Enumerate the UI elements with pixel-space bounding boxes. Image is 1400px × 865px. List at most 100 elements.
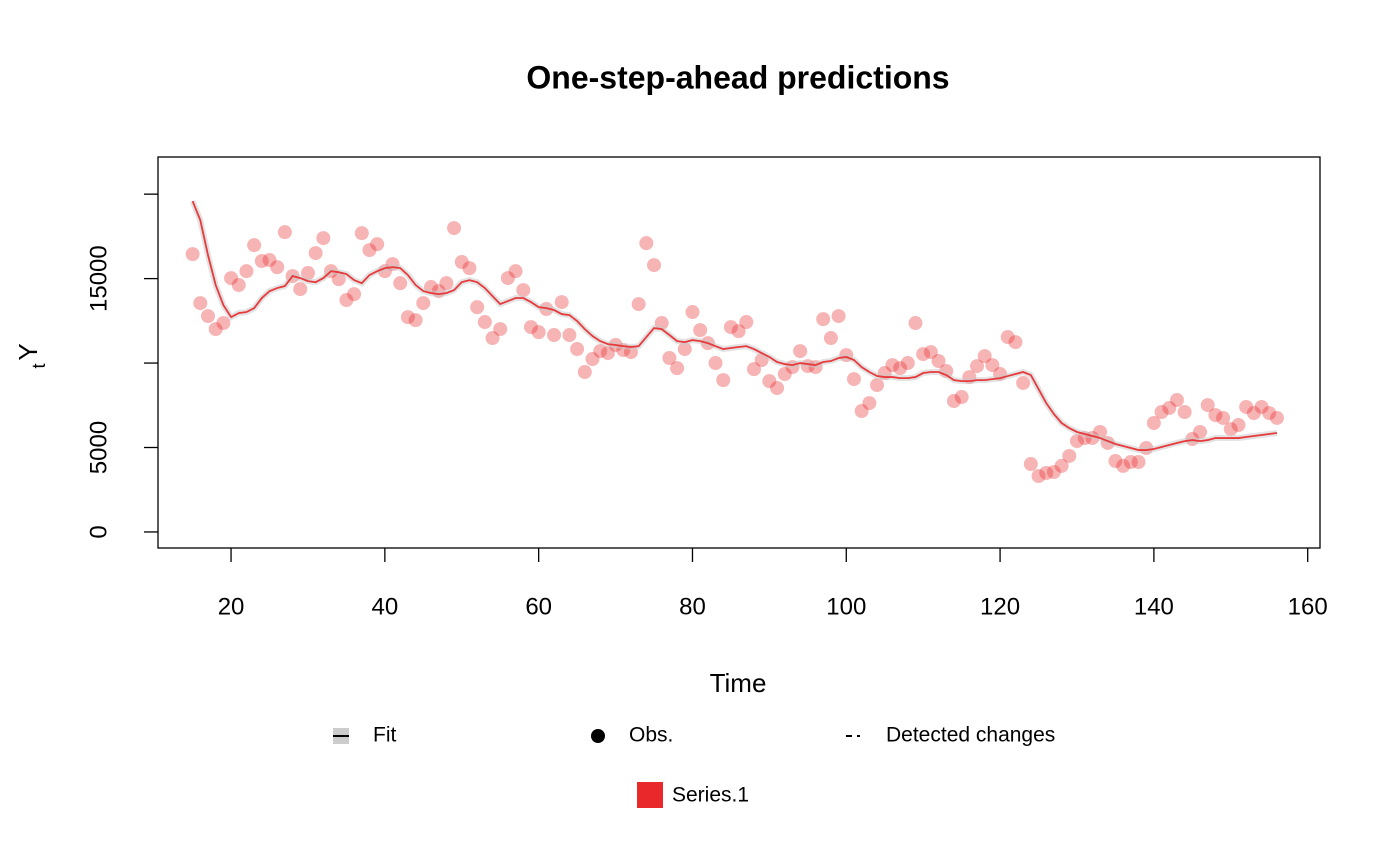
legend-label: Fit — [373, 724, 396, 747]
obs-point — [1146, 416, 1161, 431]
obs-point — [185, 247, 200, 262]
obs-point — [885, 358, 900, 373]
obs-point — [493, 322, 508, 337]
obs-point — [470, 300, 485, 315]
obs-point — [777, 367, 792, 382]
obs-point — [500, 271, 515, 286]
obs-point — [577, 365, 592, 380]
obs-point — [1046, 464, 1061, 479]
obs-point — [354, 226, 369, 241]
obs-point — [508, 264, 523, 279]
obs-point — [593, 344, 608, 359]
obs-point — [1239, 399, 1254, 414]
obs-point — [516, 283, 531, 298]
obs-point — [854, 404, 869, 419]
obs-point — [477, 315, 492, 330]
obs-point — [485, 331, 500, 346]
obs-point — [585, 352, 600, 367]
obs-point — [562, 328, 577, 343]
plot-frame — [157, 156, 1321, 549]
obs-point — [693, 323, 708, 338]
obs-point — [723, 320, 738, 335]
obs-point — [293, 282, 308, 297]
fit-line — [191, 200, 1278, 451]
y-axis-label: Y t — [13, 343, 49, 368]
legend-label: Obs. — [629, 724, 673, 747]
obs-point — [823, 331, 838, 346]
obs-point — [454, 255, 469, 270]
obs-point — [400, 310, 415, 325]
obs-point — [200, 309, 215, 324]
obs-point — [1254, 399, 1269, 414]
legend-group-swatch — [637, 782, 663, 808]
obs-point — [1216, 410, 1231, 425]
obs-point — [547, 328, 562, 343]
obs-point — [946, 394, 961, 409]
obs-point — [439, 276, 454, 291]
obs-point — [716, 373, 731, 388]
obs-point — [1069, 434, 1084, 449]
obs-point — [846, 372, 861, 387]
obs-point — [216, 316, 231, 331]
obs-point — [416, 296, 431, 311]
obs-point — [531, 325, 546, 340]
obs-point — [746, 362, 761, 377]
obs-point — [762, 374, 777, 389]
x-tick-label: 20 — [218, 593, 245, 620]
obs-point — [1246, 406, 1261, 421]
obs-point — [193, 296, 208, 311]
obs-point — [1193, 424, 1208, 439]
obs-point — [685, 305, 700, 320]
obs-point — [1208, 408, 1223, 423]
obs-point — [1054, 458, 1069, 473]
obs-point — [1223, 422, 1238, 437]
obs-point — [247, 238, 262, 253]
obs-point — [1000, 330, 1015, 345]
obs-point — [908, 316, 923, 331]
obs-point — [224, 271, 239, 286]
obs-point — [408, 313, 423, 328]
x-axis-label: Time — [710, 668, 767, 698]
obs-point — [308, 246, 323, 261]
obs-point — [662, 350, 677, 365]
obs-point — [708, 356, 723, 371]
obs-point — [862, 396, 877, 411]
obs-point — [1039, 466, 1054, 481]
obs-point — [208, 322, 223, 337]
y-axis-label-sub: t — [29, 363, 49, 368]
obs-point — [970, 359, 985, 374]
y-tick-label: 15000 — [85, 245, 112, 312]
obs-point — [1008, 335, 1023, 350]
obs-point — [231, 278, 246, 293]
y-tick-label: 5000 — [85, 421, 112, 474]
obs-point — [554, 295, 569, 310]
obs-point — [347, 287, 362, 302]
obs-point — [1262, 406, 1277, 421]
obs-point — [447, 221, 462, 236]
obs-point — [639, 236, 654, 251]
obs-point — [1031, 469, 1046, 484]
obs-point — [631, 297, 646, 312]
obs-point — [916, 347, 931, 362]
obs-point — [816, 312, 831, 327]
obs-point — [339, 293, 354, 308]
obs-point — [900, 356, 915, 371]
obs-point — [793, 344, 808, 359]
obs-point — [670, 361, 685, 376]
obs-point — [1200, 398, 1215, 413]
obs-point — [739, 315, 754, 330]
legend-obs-dot — [591, 729, 605, 743]
x-tick-label: 40 — [372, 593, 399, 620]
x-tick-label: 120 — [980, 593, 1020, 620]
obs-point — [1177, 405, 1192, 420]
obs-point — [923, 345, 938, 360]
obs-point — [270, 260, 285, 275]
obs-point — [239, 264, 254, 279]
obs-point — [831, 309, 846, 324]
obs-point — [523, 320, 538, 335]
obs-point — [977, 349, 992, 364]
obs-point — [647, 258, 662, 273]
obs-point — [731, 324, 746, 339]
obs-point — [1231, 418, 1246, 433]
